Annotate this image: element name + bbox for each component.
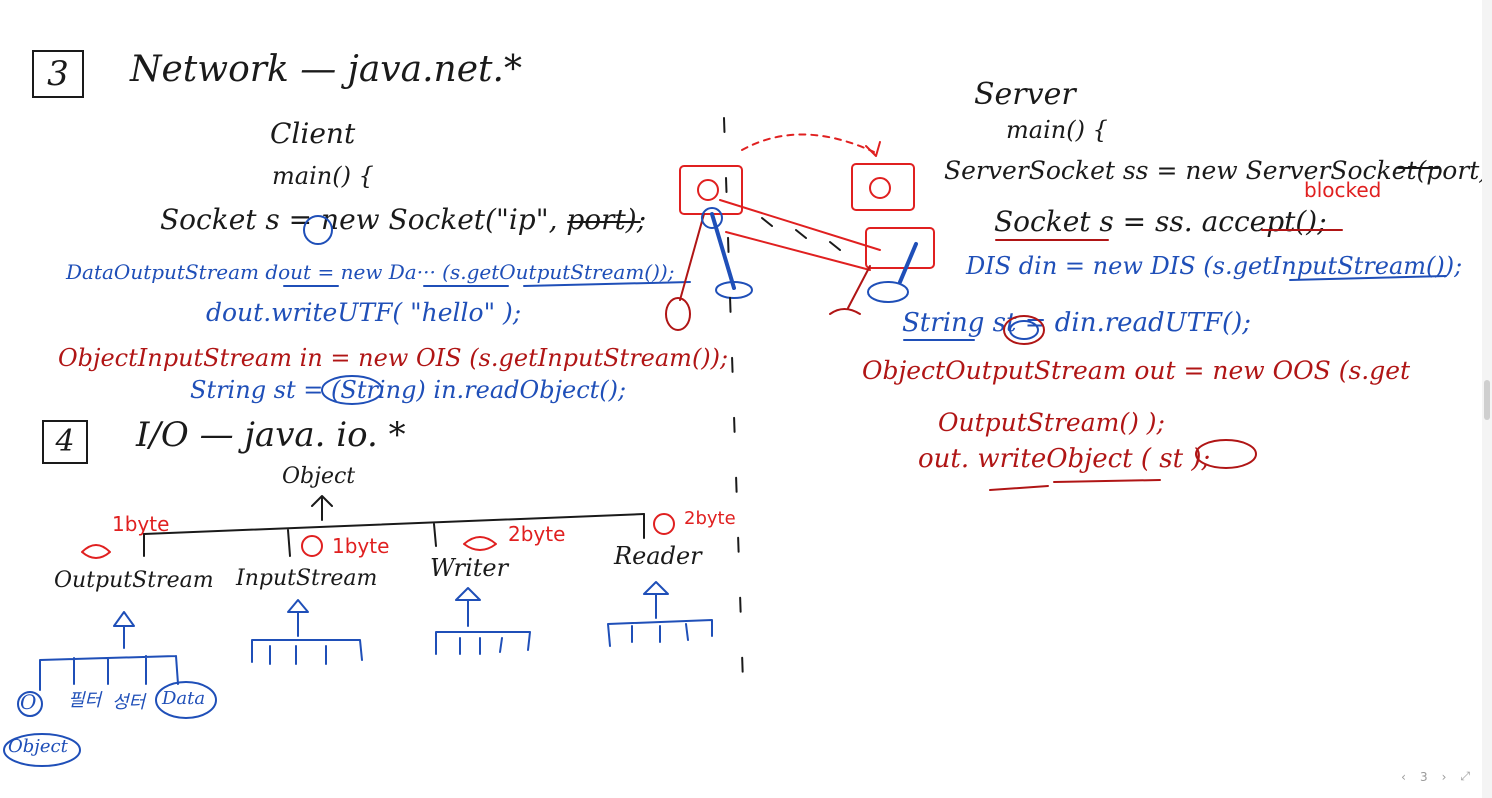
- next-page-button[interactable]: ›: [1441, 769, 1447, 784]
- class-outputstream-note: 1byte: [112, 512, 170, 536]
- circle-writeobject-st: [1195, 439, 1257, 469]
- server-readutf-line: String st = din.readUTF();: [902, 308, 1252, 338]
- socket-pipe: [719, 199, 881, 271]
- dashed-arrow: [741, 133, 875, 153]
- class-reader-note: 2byte: [684, 508, 736, 529]
- circle-server-st-inner: [1009, 320, 1039, 340]
- underline-writeobject-2: [1053, 479, 1161, 483]
- underline-dis-stream: [1289, 275, 1447, 281]
- hierarchy-root: Object: [282, 464, 356, 489]
- underline-writeobject-1: [989, 485, 1049, 491]
- vertical-scrollbar[interactable]: [1482, 0, 1492, 798]
- section-3-title: Network — java.net.*: [130, 49, 522, 90]
- sub-label-select: 성터: [112, 692, 146, 713]
- underline-stream: [523, 281, 691, 287]
- client-read-line: String st = (String) in.readObject();: [190, 376, 627, 404]
- client-label: Client: [270, 117, 356, 150]
- server-blocked-note: blocked: [1304, 178, 1382, 202]
- circle-string-cast: [321, 375, 383, 405]
- tree-root-arrow: [311, 495, 333, 521]
- client-write-line: dout.writeUTF( "hello" );: [206, 298, 522, 327]
- sub-label-o: O: [20, 690, 37, 714]
- server-dis-line: DIS din = new DIS (s.getInputStream());: [966, 252, 1463, 280]
- server-writeobject-line: out. writeObject ( st );: [918, 444, 1211, 474]
- client-node-box: [679, 165, 743, 215]
- scrollbar-thumb[interactable]: [1484, 380, 1490, 420]
- client-ois-line: ObjectInputStream in = new OIS (s.getInp…: [58, 344, 729, 372]
- class-outputstream: OutputStream: [54, 568, 214, 593]
- page-number: 3: [1419, 769, 1428, 784]
- expand-icon[interactable]: ⤢: [1460, 769, 1470, 783]
- circle-client-s: [303, 215, 333, 245]
- client-main: main() {: [272, 162, 374, 190]
- section-4-number: 4: [55, 424, 75, 459]
- server-node-box-top: [851, 163, 915, 211]
- circle-server-st: [1003, 315, 1045, 345]
- section-4-title: I/O — java. io. *: [136, 415, 406, 455]
- client-dos-line: DataOutputStream dout = new Da··· (s.get…: [66, 260, 675, 284]
- page-navigator: ‹ 3 › ⤢: [1401, 769, 1470, 784]
- section-3-number-box: 3: [32, 50, 84, 98]
- server-node-box-bottom: [865, 227, 935, 269]
- server-oos-line-2: OutputStream() );: [938, 408, 1165, 437]
- server-oos-line-1: ObjectOutputStream out = new OOS (s.get: [862, 356, 1411, 385]
- sub-label-filter: 필터: [68, 690, 102, 711]
- class-writer: Writer: [430, 554, 509, 582]
- class-inputstream: InputStream: [236, 566, 378, 591]
- prev-page-button[interactable]: ‹: [1401, 769, 1406, 784]
- class-writer-note: 2byte: [508, 522, 566, 546]
- tree-branch: [143, 513, 645, 535]
- server-serversocket-line: ServerSocket ss = new ServerSocket(port)…: [944, 156, 1492, 185]
- client-socket-line: Socket s = new Socket("ip", port);: [160, 203, 647, 236]
- sub-label-data: Data: [162, 688, 206, 709]
- class-reader: Reader: [614, 542, 702, 570]
- section-4-number-box: 4: [42, 420, 88, 464]
- class-inputstream-note: 1byte: [332, 534, 390, 558]
- section-3-number: 3: [47, 54, 69, 94]
- sub-label-object: Object: [8, 736, 68, 757]
- server-label: Server: [974, 77, 1076, 112]
- server-main: main() {: [1006, 116, 1108, 144]
